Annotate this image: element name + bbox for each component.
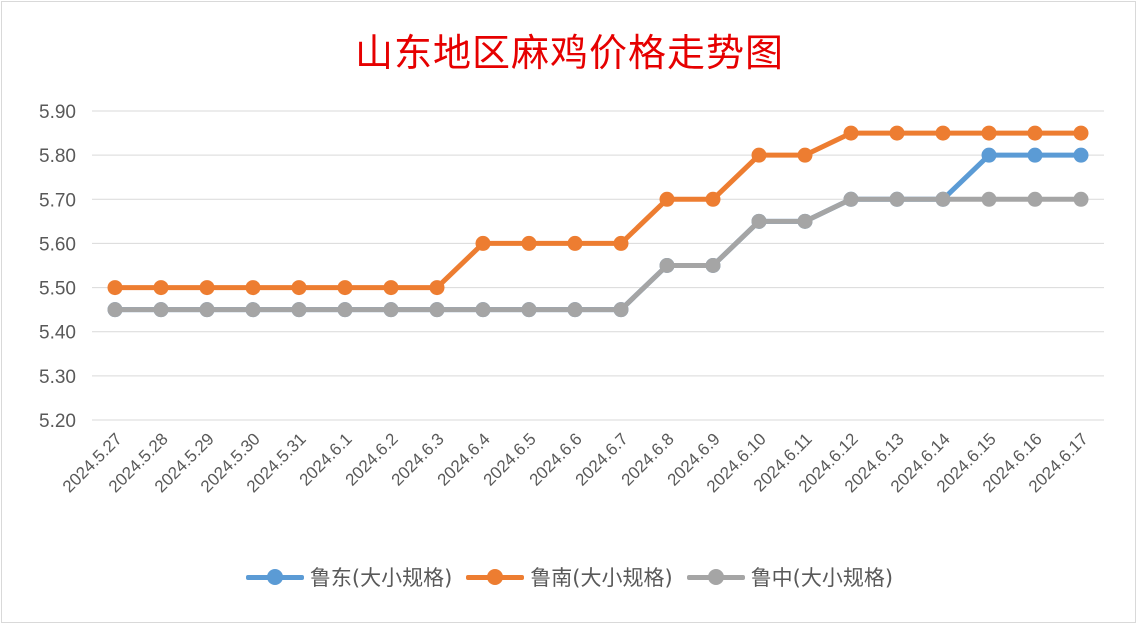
series-1-point-19 — [981, 125, 997, 141]
series-1-point-0 — [107, 280, 123, 296]
series-line-1 — [112, 130, 1084, 291]
series-line-2 — [112, 196, 1084, 313]
series-2-point-19 — [981, 191, 997, 207]
series-2-point-13 — [705, 258, 721, 273]
series-2-point-5 — [337, 302, 353, 318]
series-1-point-3 — [245, 280, 261, 296]
series-1-point-18 — [935, 125, 951, 141]
series-2-point-7 — [429, 302, 445, 318]
y-tick-label-1: 5.30 — [39, 367, 76, 388]
series-1-point-5 — [337, 280, 353, 296]
series-2-point-3 — [245, 302, 261, 318]
y-tick-label-4: 5.60 — [39, 234, 76, 255]
series-2-point-8 — [475, 302, 491, 318]
series-1-point-9 — [521, 235, 537, 251]
series-1-point-15 — [797, 147, 813, 163]
series-2-point-17 — [889, 191, 905, 207]
series-2-point-15 — [797, 213, 813, 229]
series-1-point-10 — [567, 235, 583, 251]
legend-item-luzhong: 鲁中(大小规格) — [686, 562, 894, 592]
series-1-point-8 — [475, 235, 491, 251]
y-tick-label-6: 5.80 — [39, 146, 76, 167]
series-2-point-9 — [521, 302, 537, 318]
legend-label-ludong: 鲁东(大小规格) — [309, 566, 453, 590]
legend-item-lunan: 鲁南(大小规格) — [466, 562, 673, 592]
y-tick-label-0: 5.20 — [39, 411, 76, 432]
series-2-point-4 — [291, 302, 307, 318]
series-1-point-11 — [613, 235, 629, 251]
legend-item-ludong: 鲁东(大小规格) — [245, 562, 453, 592]
series-2-point-11 — [613, 302, 629, 318]
series-1-point-6 — [383, 280, 399, 296]
series-2-point-21 — [1073, 191, 1089, 207]
series-2-point-16 — [843, 191, 859, 207]
series-0-point-21 — [1073, 147, 1089, 163]
y-tick-label-5: 5.70 — [39, 190, 76, 211]
chart-title: 山东地区麻鸡价格走势图 — [354, 31, 784, 75]
series-2-point-1 — [153, 302, 169, 318]
legend-label-luzhong: 鲁中(大小规格) — [750, 566, 894, 590]
series-1-point-20 — [1027, 125, 1043, 141]
series-2-point-0 — [107, 302, 123, 318]
series-1-point-7 — [429, 280, 445, 296]
legend-swatch-luzhong — [686, 567, 745, 587]
series-1-point-16 — [843, 125, 859, 141]
series-2-point-6 — [383, 302, 399, 318]
series-2-point-12 — [659, 258, 675, 273]
series-1-point-17 — [889, 125, 905, 141]
series-2-point-14 — [751, 213, 767, 229]
chart-legend: 鲁东(大小规格) 鲁南(大小规格) 鲁中(大小规格) — [0, 562, 1139, 592]
series-1-point-4 — [291, 280, 307, 296]
series-1-point-12 — [659, 191, 675, 207]
series-1-point-14 — [751, 147, 767, 163]
series-1-point-2 — [199, 280, 215, 296]
series-0-point-19 — [981, 147, 997, 163]
legend-swatch-lunan — [466, 567, 525, 587]
y-tick-label-2: 5.40 — [39, 323, 76, 344]
series-1-point-1 — [153, 280, 169, 296]
series-2-point-20 — [1027, 191, 1043, 207]
series-1-point-13 — [705, 191, 721, 207]
series-1-point-21 — [1073, 125, 1089, 141]
legend-swatch-ludong — [245, 567, 304, 587]
series-2-point-2 — [199, 302, 215, 318]
legend-label-lunan: 鲁南(大小规格) — [530, 566, 673, 590]
series-0-point-20 — [1027, 147, 1043, 163]
series-2-point-18 — [935, 191, 951, 207]
y-tick-label-7: 5.90 — [39, 102, 76, 123]
y-tick-label-3: 5.50 — [39, 279, 76, 300]
series-2-point-10 — [567, 302, 583, 318]
